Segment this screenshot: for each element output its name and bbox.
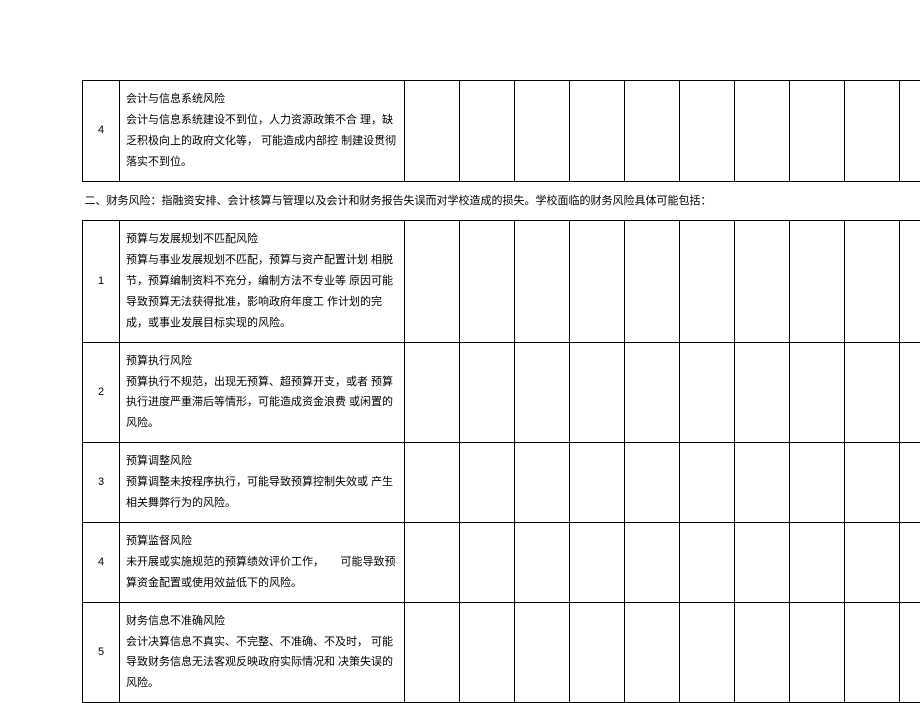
row-description: 会计与信息系统风险会计与信息系统建设不到位，人力资源政策不合 理，缺乏积极向上的… xyxy=(120,81,405,182)
empty-cell xyxy=(515,342,570,443)
empty-cell xyxy=(625,221,680,342)
empty-cell xyxy=(735,443,790,523)
empty-cell xyxy=(460,522,515,602)
empty-cell xyxy=(515,81,570,182)
empty-cell xyxy=(570,443,625,523)
row-number: 3 xyxy=(83,443,120,523)
empty-cell xyxy=(570,81,625,182)
empty-cell xyxy=(515,443,570,523)
empty-cell xyxy=(790,342,845,443)
row-number: 2 xyxy=(83,342,120,443)
empty-cell xyxy=(405,602,460,703)
empty-cell xyxy=(460,443,515,523)
risk-table: 4会计与信息系统风险会计与信息系统建设不到位，人力资源政策不合 理，缺乏积极向上… xyxy=(82,80,920,703)
empty-cell xyxy=(680,221,735,342)
empty-cell xyxy=(680,522,735,602)
empty-cell xyxy=(570,342,625,443)
risk-body: 预算与事业发展规划不匹配，预算与资产配置计划 相脱节，预算编制资料不充分，编制方… xyxy=(126,254,393,329)
empty-cell xyxy=(460,602,515,703)
risk-title: 预算与发展规划不匹配风险 xyxy=(126,229,398,250)
empty-cell xyxy=(735,522,790,602)
risk-body: 会计决算信息不真实、不完整、不准确、不及时， 可能导致财务信息无法客观反映政府实… xyxy=(126,636,393,690)
section-header: 二、财务风险：指融资安排、会计核算与管理以及会计和财务报告失误而对学校造成的损失… xyxy=(83,181,920,221)
empty-cell xyxy=(790,221,845,342)
empty-cell xyxy=(405,342,460,443)
table-row: 2预算执行风险预算执行不规范，出现无预算、超预算开支，或者 预算执行进度严重滞后… xyxy=(83,342,920,443)
row-description: 预算调整风险预算调整未按程序执行，可能导致预算控制失效或 产生相关舞弊行为的风险… xyxy=(120,443,405,523)
empty-cell xyxy=(845,81,900,182)
empty-cell xyxy=(735,602,790,703)
risk-body: 未开展或实施规范的预算绩效评价工作， 可能导致预算资金配置或使用效益低下的风险。 xyxy=(126,556,396,589)
risk-title: 预算调整风险 xyxy=(126,451,398,472)
empty-cell xyxy=(570,602,625,703)
row-description: 预算监督风险未开展或实施规范的预算绩效评价工作， 可能导致预算资金配置或使用效益… xyxy=(120,522,405,602)
row-number: 1 xyxy=(83,221,120,342)
table-row: 1预算与发展规划不匹配风险预算与事业发展规划不匹配，预算与资产配置计划 相脱节，… xyxy=(83,221,920,342)
empty-cell xyxy=(790,443,845,523)
empty-cell xyxy=(790,81,845,182)
risk-title: 预算执行风险 xyxy=(126,351,398,372)
empty-cell xyxy=(900,221,920,342)
table-row: 4会计与信息系统风险会计与信息系统建设不到位，人力资源政策不合 理，缺乏积极向上… xyxy=(83,81,920,182)
empty-cell xyxy=(680,81,735,182)
empty-cell xyxy=(405,81,460,182)
empty-cell xyxy=(900,602,920,703)
empty-cell xyxy=(790,602,845,703)
risk-title: 财务信息不准确风险 xyxy=(126,611,398,632)
empty-cell xyxy=(845,522,900,602)
empty-cell xyxy=(460,81,515,182)
empty-cell xyxy=(900,81,920,182)
empty-cell xyxy=(625,81,680,182)
row-number: 4 xyxy=(83,81,120,182)
empty-cell xyxy=(900,522,920,602)
empty-cell xyxy=(735,81,790,182)
empty-cell xyxy=(625,342,680,443)
empty-cell xyxy=(460,221,515,342)
document-page: 4会计与信息系统风险会计与信息系统建设不到位，人力资源政策不合 理，缺乏积极向上… xyxy=(0,0,920,650)
empty-cell xyxy=(570,522,625,602)
empty-cell xyxy=(515,522,570,602)
risk-body: 会计与信息系统建设不到位，人力资源政策不合 理，缺乏积极向上的政府文化等， 可能… xyxy=(126,114,396,168)
empty-cell xyxy=(625,522,680,602)
row-description: 预算执行风险预算执行不规范，出现无预算、超预算开支，或者 预算执行进度严重滞后等… xyxy=(120,342,405,443)
empty-cell xyxy=(845,443,900,523)
row-number: 4 xyxy=(83,522,120,602)
empty-cell xyxy=(790,522,845,602)
empty-cell xyxy=(845,602,900,703)
table-row: 4预算监督风险未开展或实施规范的预算绩效评价工作， 可能导致预算资金配置或使用效… xyxy=(83,522,920,602)
empty-cell xyxy=(515,602,570,703)
risk-body: 预算执行不规范，出现无预算、超预算开支，或者 预算执行进度严重滞后等情形，可能造… xyxy=(126,376,393,430)
row-description: 预算与发展规划不匹配风险预算与事业发展规划不匹配，预算与资产配置计划 相脱节，预… xyxy=(120,221,405,342)
empty-cell xyxy=(680,342,735,443)
empty-cell xyxy=(570,221,625,342)
empty-cell xyxy=(900,443,920,523)
table-row: 3预算调整风险预算调整未按程序执行，可能导致预算控制失效或 产生相关舞弊行为的风… xyxy=(83,443,920,523)
empty-cell xyxy=(735,221,790,342)
table-row: 5财务信息不准确风险会计决算信息不真实、不完整、不准确、不及时， 可能导致财务信… xyxy=(83,602,920,703)
empty-cell xyxy=(845,342,900,443)
empty-cell xyxy=(735,342,790,443)
empty-cell xyxy=(460,342,515,443)
risk-title: 会计与信息系统风险 xyxy=(126,89,398,110)
empty-cell xyxy=(900,342,920,443)
risk-title: 预算监督风险 xyxy=(126,531,398,552)
empty-cell xyxy=(405,221,460,342)
row-number: 5 xyxy=(83,602,120,703)
empty-cell xyxy=(515,221,570,342)
section-header-row: 二、财务风险：指融资安排、会计核算与管理以及会计和财务报告失误而对学校造成的损失… xyxy=(83,181,920,221)
row-description: 财务信息不准确风险会计决算信息不真实、不完整、不准确、不及时， 可能导致财务信息… xyxy=(120,602,405,703)
empty-cell xyxy=(680,443,735,523)
empty-cell xyxy=(625,443,680,523)
empty-cell xyxy=(405,522,460,602)
empty-cell xyxy=(625,602,680,703)
empty-cell xyxy=(680,602,735,703)
risk-body: 预算调整未按程序执行，可能导致预算控制失效或 产生相关舞弊行为的风险。 xyxy=(126,476,393,509)
empty-cell xyxy=(405,443,460,523)
empty-cell xyxy=(845,221,900,342)
